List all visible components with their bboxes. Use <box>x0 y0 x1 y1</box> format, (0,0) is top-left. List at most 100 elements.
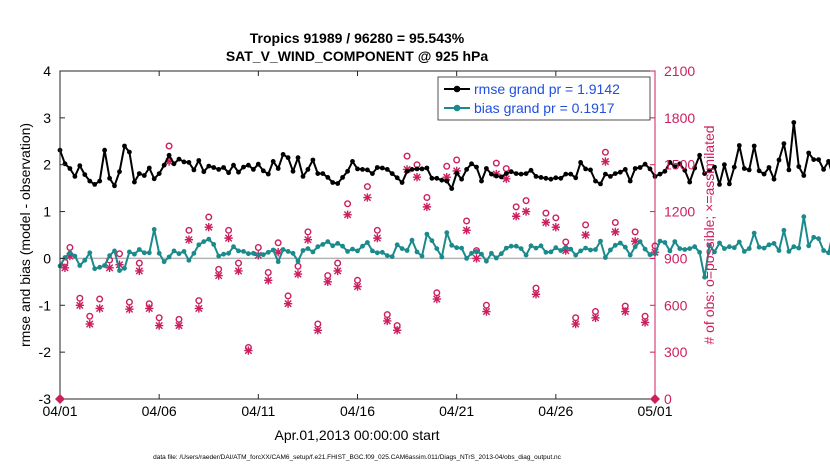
rmse-point <box>300 174 306 179</box>
bias-point <box>786 249 792 254</box>
bias-point <box>424 231 430 237</box>
rmse-point <box>186 160 192 165</box>
bias-point <box>682 247 688 252</box>
rmse-point <box>320 171 326 177</box>
bias-point <box>781 227 787 233</box>
rmse-point <box>285 155 291 161</box>
rmse-point <box>826 159 830 164</box>
rmse-point <box>612 171 618 177</box>
rmse-point <box>275 166 281 171</box>
rmse-point <box>454 170 460 176</box>
bias-point <box>216 253 222 259</box>
obs-assimilated-marker <box>60 263 70 272</box>
obs-assimilated-marker <box>581 230 590 240</box>
rmse-point <box>399 180 405 185</box>
y-tick-label-right: 900 <box>664 250 688 266</box>
y-axis-origin-marker-left <box>55 394 65 404</box>
bias-point <box>801 214 807 220</box>
rmse-point <box>251 167 256 172</box>
bias-point <box>632 244 638 250</box>
bias-point <box>260 252 266 258</box>
bias-point <box>325 239 331 245</box>
obs-possible-marker <box>155 314 163 322</box>
x-tick-label: 05/01 <box>637 403 672 419</box>
x-tick-label: 04/06 <box>142 403 177 419</box>
rmse-point <box>677 161 683 167</box>
rmse-point <box>176 156 182 162</box>
bias-point <box>399 246 405 252</box>
rmse-point <box>712 164 717 170</box>
bias-point <box>221 251 227 257</box>
y-axis-right: 0 300 600 900 1200 1500 1800 2100 <box>650 63 695 407</box>
y-tick-label-right: 1800 <box>664 110 695 126</box>
rmse-point <box>87 178 93 184</box>
legend-rmse-marker <box>453 85 461 93</box>
y-axis-left: -3 -2 -1 0 1 2 3 4 <box>39 63 65 407</box>
obs-assimilated-marker <box>363 193 372 202</box>
rmse-point <box>632 166 638 171</box>
bias-point <box>612 242 618 248</box>
rmse-point <box>404 168 410 174</box>
rmse-point <box>201 169 207 175</box>
obs-assimilated-marker <box>561 246 570 255</box>
bias-point <box>523 252 529 258</box>
obs-possible-marker <box>115 250 123 258</box>
rmse-point <box>82 172 88 178</box>
bias-point <box>538 243 544 249</box>
rmse-point <box>741 166 747 171</box>
rmse-point <box>781 141 787 147</box>
obs-assimilated-marker <box>105 263 114 272</box>
bias-point <box>548 249 554 255</box>
bias-point <box>72 253 78 259</box>
rmse-point <box>295 155 301 161</box>
bias-point <box>796 245 802 251</box>
obs-assimilated-marker <box>373 233 382 243</box>
bias-point <box>459 245 464 251</box>
bias-point <box>667 248 673 254</box>
rmse-point <box>508 169 514 175</box>
rmse-point <box>816 157 821 163</box>
rmse-point <box>360 167 365 172</box>
obs-possible-marker <box>542 209 550 217</box>
y-tick-label-right: 1200 <box>664 204 695 220</box>
obs-assimilated-marker <box>224 233 233 243</box>
obs-possible-marker <box>234 259 242 267</box>
bias-point <box>563 244 569 250</box>
obs-assimilated-marker <box>640 318 650 327</box>
obs-possible-marker <box>225 226 233 234</box>
obs-possible-marker <box>274 239 282 247</box>
chart-subtitle: SAT_V_WIND_COMPONENT @ 925 hPa <box>226 48 489 64</box>
obs-assimilated-marker <box>521 207 531 216</box>
bias-point <box>518 246 524 252</box>
obs-assimilated-marker <box>274 248 283 257</box>
obs-assimilated-marker <box>115 260 124 269</box>
bias-point <box>508 243 514 249</box>
x-tick-label: 04/26 <box>538 403 573 419</box>
rmse-point <box>444 178 450 184</box>
legend-rmse-label: rmse grand pr = 1.9142 <box>474 81 620 97</box>
bias-point <box>384 253 390 258</box>
y-tick-label-right: 2100 <box>664 63 695 79</box>
rmse-point <box>325 175 331 180</box>
y-tick-label-right: 600 <box>664 297 688 313</box>
bias-point <box>206 236 212 242</box>
obs-assimilated-marker <box>174 321 184 330</box>
rmse-point <box>280 152 286 157</box>
y-axis-right-label: # of obs: o=possible; ×=assimilated <box>701 125 717 344</box>
rmse-point <box>503 171 509 177</box>
bias-point <box>409 237 415 243</box>
rmse-point <box>489 171 494 177</box>
rmse-point <box>310 157 316 163</box>
bias-point <box>474 249 479 254</box>
bias-point <box>489 250 494 256</box>
rmse-point <box>226 170 232 176</box>
obs-possible-marker <box>344 200 352 208</box>
legend-box <box>437 76 651 121</box>
bias-point <box>315 244 321 250</box>
bias-point <box>608 247 613 253</box>
rmse-point <box>553 175 559 181</box>
rmse-point <box>112 183 117 189</box>
bias-point <box>305 246 311 252</box>
rmse-point <box>77 163 83 169</box>
obs-assimilated-marker <box>313 326 322 335</box>
